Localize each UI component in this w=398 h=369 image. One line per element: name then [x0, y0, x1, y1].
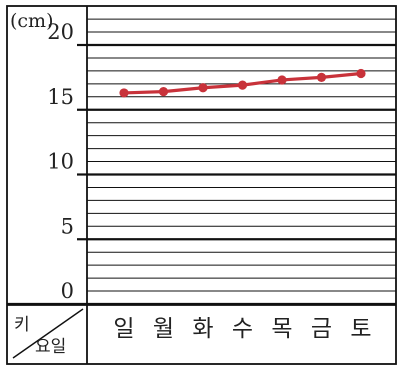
data-point — [198, 83, 208, 93]
corner-label: 키 요일 — [14, 315, 66, 357]
corner-label-top: 키 — [14, 315, 30, 335]
y-tick-label: 0 — [61, 279, 74, 303]
x-tick-label: 수 — [232, 316, 253, 342]
x-tick-label: 목 — [271, 316, 292, 342]
x-tick-label: 금 — [311, 316, 332, 342]
series-height — [119, 68, 366, 98]
y-unit-label: (cm) — [10, 10, 53, 32]
corner-diagonal — [12, 308, 84, 359]
y-tick-label: 15 — [47, 85, 74, 109]
x-tick-label: 일 — [113, 316, 134, 342]
x-tick-label: 화 — [192, 316, 213, 342]
data-point — [237, 80, 248, 90]
corner-label-bottom: 요일 — [35, 337, 66, 357]
data-point — [277, 75, 287, 85]
data-point — [316, 72, 327, 82]
data-point — [356, 68, 366, 79]
outer-border — [6, 5, 397, 365]
x-tick-label: 토 — [350, 316, 371, 342]
y-tick-label: 5 — [61, 214, 74, 238]
data-point — [158, 87, 169, 97]
y-tick-label: 20 — [47, 20, 74, 44]
y-axis: (cm) 0 5 10 15 20 — [10, 10, 74, 303]
x-tick-label: 월 — [153, 316, 174, 342]
chart-frame — [6, 5, 397, 365]
y-tick-label: 10 — [47, 150, 74, 174]
data-point — [119, 88, 129, 98]
